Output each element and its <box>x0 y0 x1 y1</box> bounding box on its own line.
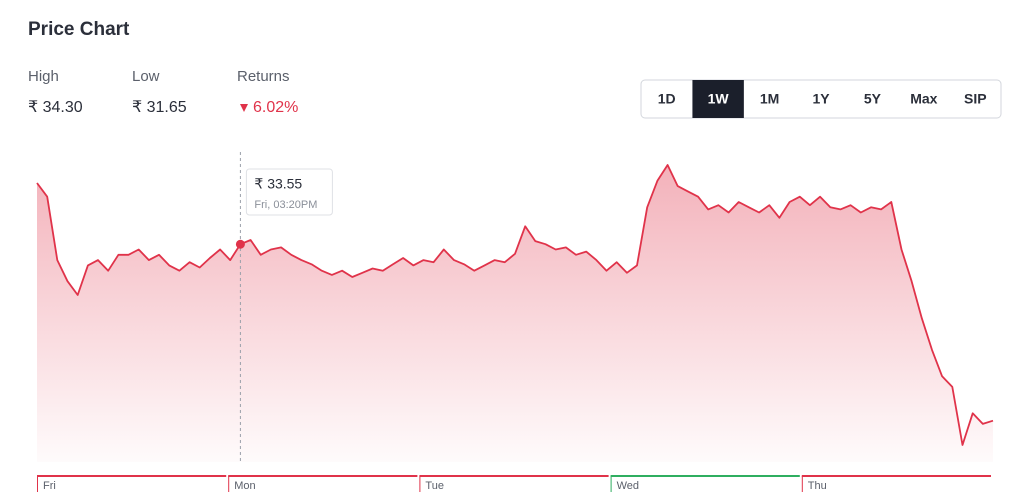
day-label: Mon <box>234 480 255 492</box>
stat-value: ₹ 31.65 <box>132 99 187 116</box>
tab[interactable]: 5Y <box>864 91 882 107</box>
tab[interactable]: 1D <box>658 91 676 107</box>
day-label: Tue <box>425 480 444 492</box>
down-arrow <box>240 104 248 112</box>
title: Price Chart <box>28 19 130 40</box>
area <box>37 165 993 462</box>
stat-label: Low <box>132 68 160 85</box>
tooltip-time: Fri, 03:20PM <box>254 199 317 211</box>
tooltip-price: ₹ 33.55 <box>254 176 302 192</box>
tab[interactable]: 1M <box>760 91 779 107</box>
stat-value: ₹ 34.30 <box>28 99 83 116</box>
tab[interactable]: 1Y <box>812 91 830 107</box>
price-line <box>36 164 994 446</box>
day-label: Wed <box>617 480 639 492</box>
day-label: Thu <box>808 480 827 492</box>
stat-value: 6.02% <box>253 99 298 116</box>
stat-label: Returns <box>237 68 290 85</box>
hover-point <box>235 239 245 249</box>
active-tab <box>692 80 744 118</box>
stat-label: High <box>28 68 59 85</box>
tab[interactable]: SIP <box>964 91 987 107</box>
tab[interactable]: 1W <box>708 91 730 107</box>
tooltip-box <box>245 168 333 216</box>
day-label: Fri <box>43 480 56 492</box>
tab[interactable]: Max <box>910 91 937 107</box>
